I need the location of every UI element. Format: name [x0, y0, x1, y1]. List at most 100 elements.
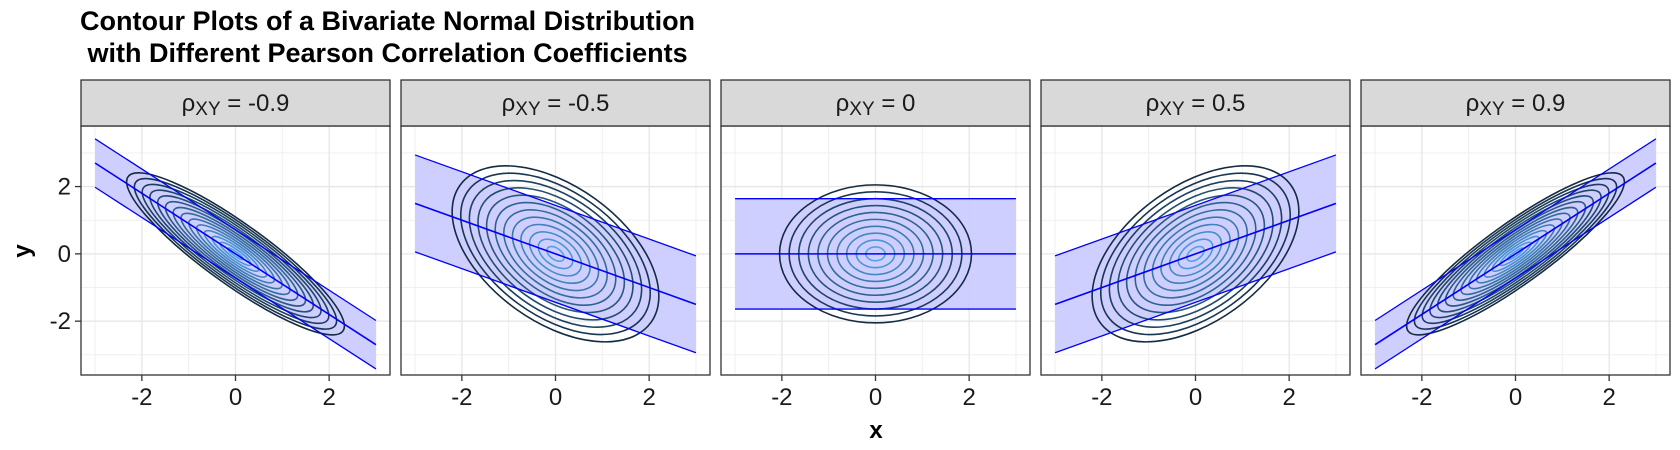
x-tick-label: -2: [451, 384, 472, 411]
x-tick-label: 2: [962, 384, 975, 411]
y-tick-label: 2: [58, 174, 71, 201]
x-tick-label: 0: [229, 384, 242, 411]
contour-line: [1108, 179, 1283, 328]
contour-line: [1160, 223, 1231, 284]
facet-strip-label: ρXY = 0.5: [1146, 90, 1246, 120]
contour-line: [149, 189, 322, 319]
panel-content: [1374, 138, 1657, 370]
regression-line: [94, 162, 377, 346]
x-tick-label: -2: [1411, 384, 1432, 411]
regression-line: [1054, 202, 1337, 306]
contour-line: [537, 238, 574, 270]
contour-line: [1491, 235, 1540, 273]
band-edge-line: [1054, 251, 1337, 354]
x-tick-label: -2: [1091, 384, 1112, 411]
band-edge-line: [414, 251, 697, 354]
band-edge-line: [1054, 154, 1337, 257]
regression-line: [414, 202, 697, 306]
contour-line: [1421, 183, 1610, 325]
y-tick-label: 0: [58, 241, 71, 268]
facet-panel: ρXY = -0.9 -2 0 2 -2 0 2: [50, 79, 391, 411]
contour-line: [156, 195, 315, 313]
contour-line: [1475, 224, 1556, 284]
contour-line: [1452, 206, 1579, 301]
contour-line: [1499, 241, 1532, 267]
y-tick-label: -2: [50, 308, 71, 335]
contour-line: [1151, 216, 1240, 292]
contour-line: [1468, 218, 1563, 290]
x-tick-label: -2: [131, 384, 152, 411]
contour-line: [451, 165, 660, 343]
contour-line: [164, 200, 307, 307]
contour-line: [546, 245, 565, 262]
contour-line: [528, 231, 583, 277]
x-tick-label: 0: [1189, 384, 1202, 411]
x-tick-label: -2: [771, 384, 792, 411]
contour-line: [195, 224, 276, 284]
contour-line: [1405, 172, 1626, 336]
regression-line: [1374, 162, 1657, 346]
contour-line: [203, 229, 268, 278]
facet-panel: ρXY = 0.5 -2 0 2: [1040, 79, 1351, 411]
x-tick-label: 0: [869, 384, 882, 411]
band-edge-line: [94, 138, 377, 322]
contour-line: [133, 177, 338, 330]
band-edge-line: [1374, 138, 1657, 322]
contour-line: [468, 179, 643, 328]
contour-line: [1186, 245, 1205, 262]
panel-content: [414, 154, 697, 354]
contour-line: [1444, 200, 1587, 307]
contour-line: [459, 172, 652, 336]
contour-line: [477, 187, 634, 321]
contour-line: [1429, 189, 1602, 319]
contour-line: [485, 194, 626, 314]
contour-line: [172, 206, 299, 301]
facet-strip-label: ρXY = 0: [836, 90, 916, 120]
x-tick-label: 2: [322, 384, 335, 411]
panels-layer: ρXY = -0.9 -2 0 2 -2 0 2 ρXY = -0.5 -2 0 2 ρXY = 0 -…: [50, 79, 1671, 411]
x-tick-label: 2: [1282, 384, 1295, 411]
x-tick-label: 0: [549, 384, 562, 411]
contour-line: [125, 172, 346, 336]
contour-line: [494, 201, 617, 306]
contour-line: [1134, 201, 1257, 306]
contour-line: [1143, 209, 1248, 299]
contour-line: [188, 218, 283, 290]
x-axis-title: x: [869, 417, 883, 444]
contour-line: [1460, 212, 1571, 296]
facet-panel: ρXY = -0.5 -2 0 2: [400, 79, 711, 411]
x-tick-label: 2: [1602, 384, 1615, 411]
contour-line: [1436, 195, 1595, 313]
panel-content: [94, 138, 377, 370]
x-tick-label: 2: [642, 384, 655, 411]
facet-strip: [400, 79, 711, 127]
panel-content: [735, 184, 1016, 324]
chart-title-line-2: with Different Pearson Correlation Coeff…: [80, 38, 688, 68]
band-edge-line: [94, 186, 377, 370]
contour-line: [520, 223, 591, 284]
chart-title-line-1: Contour Plots of a Bivariate Normal Dist…: [80, 6, 696, 36]
facet-strip-label: ρXY = -0.9: [182, 90, 290, 120]
facet-strip-label: ρXY = 0.9: [1466, 90, 1566, 120]
contour-line: [1099, 172, 1292, 336]
contour-line: [1177, 238, 1214, 270]
band-edge-line: [414, 154, 697, 257]
contour-line: [211, 235, 260, 273]
contour-line: [1117, 187, 1274, 321]
panel-content: [1054, 154, 1337, 354]
facet-panel: ρXY = 0 -2 0 2: [720, 79, 1031, 411]
facet-strip: [80, 79, 391, 127]
contour-line: [511, 216, 600, 292]
y-axis-title: y: [9, 244, 36, 258]
contour-line: [1091, 165, 1300, 343]
contour-line: [1168, 231, 1223, 277]
facet-panel: ρXY = 0.9 -2 0 2: [1360, 79, 1671, 411]
facet-strip: [1040, 79, 1351, 127]
contour-line: [1125, 194, 1266, 314]
facet-strip: [720, 79, 1031, 127]
contour-line: [141, 183, 330, 325]
contour-line: [1413, 177, 1618, 330]
facet-strip: [1360, 79, 1671, 127]
